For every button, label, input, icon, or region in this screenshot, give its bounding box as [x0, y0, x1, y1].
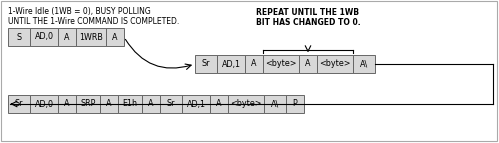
Text: AD,0: AD,0: [34, 32, 53, 41]
Text: <byte>: <byte>: [319, 59, 351, 68]
Text: AD,1: AD,1: [222, 59, 241, 68]
Bar: [195, 55, 217, 73]
Text: 1-Wire Idle (1WB = 0), BUSY POLLING
UNTIL THE 1-Wire COMMAND IS COMPLETED.: 1-Wire Idle (1WB = 0), BUSY POLLING UNTI…: [8, 7, 179, 26]
Text: REPEAT UNTIL THE 1WB
BIT HAS CHANGED TO 0.: REPEAT UNTIL THE 1WB BIT HAS CHANGED TO …: [255, 8, 360, 27]
Text: A\: A\: [271, 100, 279, 109]
Bar: [317, 55, 353, 73]
Bar: [210, 95, 228, 113]
Text: A: A: [64, 32, 70, 41]
Bar: [30, 95, 58, 113]
Text: Sr: Sr: [167, 100, 175, 109]
Bar: [264, 95, 286, 113]
Text: A\: A\: [360, 59, 368, 68]
Bar: [353, 55, 375, 73]
Text: <byte>: <byte>: [230, 100, 262, 109]
Bar: [118, 95, 142, 113]
Text: A: A: [251, 59, 257, 68]
Text: Sr: Sr: [202, 59, 210, 68]
Bar: [8, 28, 30, 46]
Text: AD,0: AD,0: [34, 100, 53, 109]
Bar: [217, 55, 245, 73]
Text: S: S: [16, 32, 21, 41]
Bar: [8, 95, 30, 113]
Bar: [142, 95, 160, 113]
Text: A: A: [64, 100, 70, 109]
Bar: [286, 95, 304, 113]
Bar: [106, 28, 124, 46]
Text: AD,1: AD,1: [187, 100, 206, 109]
Bar: [58, 95, 76, 113]
Text: SRP: SRP: [80, 100, 96, 109]
Bar: [299, 55, 317, 73]
Bar: [30, 28, 58, 46]
Text: 1WRB: 1WRB: [79, 32, 103, 41]
Text: <byte>: <byte>: [265, 59, 297, 68]
Bar: [160, 95, 182, 113]
Text: A: A: [112, 32, 118, 41]
Text: A: A: [106, 100, 112, 109]
Bar: [182, 95, 210, 113]
Text: E1h: E1h: [122, 100, 138, 109]
Text: P: P: [292, 100, 297, 109]
Bar: [100, 95, 118, 113]
Bar: [228, 95, 264, 113]
Bar: [245, 55, 263, 73]
Bar: [263, 55, 299, 73]
Text: Sr: Sr: [15, 100, 23, 109]
Text: A: A: [305, 59, 311, 68]
Bar: [58, 28, 76, 46]
Bar: [76, 28, 106, 46]
Text: A: A: [216, 100, 222, 109]
Bar: [76, 95, 100, 113]
Text: A: A: [148, 100, 154, 109]
